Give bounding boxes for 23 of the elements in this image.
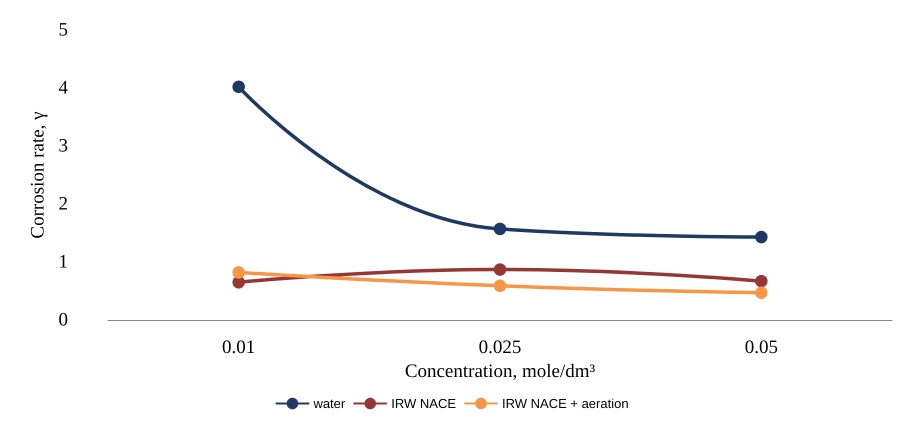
y-tick-label: 2 (58, 194, 68, 214)
y-tick-label: 4 (58, 78, 68, 98)
point (494, 263, 506, 276)
point (755, 230, 768, 244)
point (494, 280, 506, 292)
legend-label: water (312, 396, 346, 411)
point (494, 222, 506, 236)
x-tick-label: 0.05 (744, 337, 778, 358)
x-tick-label: 0.025 (478, 337, 522, 358)
legend-label: IRW NACE + aeration (502, 396, 629, 411)
legend-label: IRW NACE (391, 396, 456, 411)
y-axis-title: Corrosion rate, γ (28, 111, 49, 239)
y-tick-label: 0 (58, 310, 68, 330)
y-tick-label: 1 (58, 252, 68, 272)
point (755, 274, 768, 288)
point (232, 266, 245, 279)
point (232, 80, 245, 94)
y-tick-label: 3 (58, 136, 68, 156)
point (232, 276, 245, 289)
y-tick-label: 5 (58, 20, 68, 40)
x-axis-title: Concentration, mole/dm³ (404, 360, 596, 382)
point (755, 286, 768, 299)
x-tick-label: 0.01 (222, 337, 256, 358)
